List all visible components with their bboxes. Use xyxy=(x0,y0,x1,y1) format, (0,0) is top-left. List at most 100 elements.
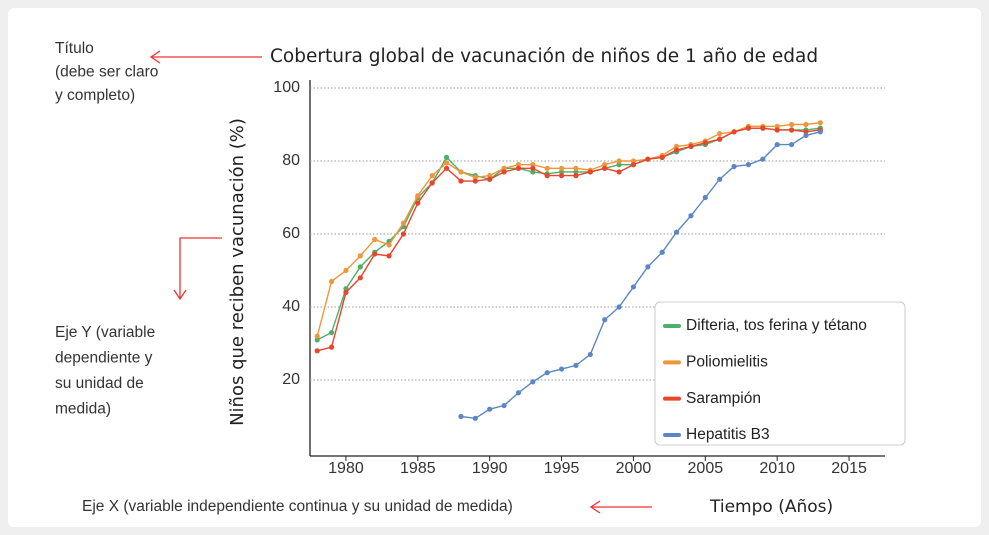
point xyxy=(803,129,809,135)
point xyxy=(530,162,536,168)
point xyxy=(415,193,421,199)
point xyxy=(616,304,622,310)
point xyxy=(659,249,665,255)
point xyxy=(544,370,550,376)
y-tick-label: 80 xyxy=(282,152,300,169)
point xyxy=(630,162,637,168)
point xyxy=(717,176,723,182)
point xyxy=(774,141,780,148)
point xyxy=(717,136,723,142)
annotation: Título xyxy=(55,40,94,57)
x-tick-label: 2015 xyxy=(831,460,867,477)
point xyxy=(602,317,608,323)
point xyxy=(415,200,421,206)
point xyxy=(803,132,809,139)
point xyxy=(501,402,507,409)
point xyxy=(760,156,766,162)
point xyxy=(372,236,378,243)
point xyxy=(630,284,637,290)
point xyxy=(487,406,493,412)
point xyxy=(573,165,579,171)
point xyxy=(573,173,579,179)
point xyxy=(544,165,550,171)
x-tick-label: 2010 xyxy=(759,460,795,477)
point xyxy=(530,169,536,175)
point xyxy=(745,125,752,131)
point xyxy=(702,194,708,201)
x-arrow xyxy=(589,500,652,514)
point xyxy=(501,169,507,175)
point xyxy=(558,366,565,372)
x-tick-label: 1990 xyxy=(472,460,508,477)
point xyxy=(616,162,622,168)
point xyxy=(788,141,795,148)
point xyxy=(558,173,565,179)
legend-label: Poliomielitis xyxy=(686,353,768,370)
point xyxy=(673,147,680,153)
annotation: Eje X (variable independiente continua y… xyxy=(82,498,513,515)
point xyxy=(515,165,522,171)
point xyxy=(774,123,780,129)
point xyxy=(573,362,579,368)
point xyxy=(400,231,407,237)
point xyxy=(745,162,752,168)
point xyxy=(314,337,320,343)
legend-label: Difteria, tos ferina y tétano xyxy=(686,317,867,334)
point xyxy=(587,351,593,358)
annotations: Título (debe ser claro y completo) Eje Y (v… xyxy=(55,40,513,515)
point xyxy=(616,169,622,175)
annotation: Eje Y (variable xyxy=(55,324,155,341)
point xyxy=(616,158,622,164)
point xyxy=(544,173,550,179)
point xyxy=(443,154,450,160)
point xyxy=(328,278,335,285)
y-arrow xyxy=(173,237,222,301)
point xyxy=(717,131,723,137)
point xyxy=(314,348,320,354)
point xyxy=(587,169,593,175)
x-tick-label: 1980 xyxy=(328,460,364,477)
point xyxy=(515,162,522,168)
point xyxy=(458,169,464,175)
point xyxy=(803,121,809,128)
point xyxy=(429,180,435,186)
x-tick-label: 2005 xyxy=(688,460,724,477)
point xyxy=(515,390,522,396)
point xyxy=(630,158,637,164)
point xyxy=(487,173,493,179)
point xyxy=(602,165,608,171)
point xyxy=(760,125,766,131)
point xyxy=(731,163,737,170)
point xyxy=(817,129,823,135)
point xyxy=(645,264,651,270)
arrows xyxy=(149,50,652,514)
legend: Difteria, tos ferina y tétano Poliomielit… xyxy=(654,301,906,446)
point xyxy=(558,169,565,175)
point xyxy=(673,229,680,235)
point xyxy=(688,213,694,219)
panel xyxy=(8,8,981,527)
y-tick-label: 100 xyxy=(273,79,300,96)
x-tick-label: 1985 xyxy=(400,460,436,477)
point xyxy=(472,415,478,421)
point xyxy=(343,267,349,274)
point xyxy=(328,329,335,336)
point xyxy=(314,333,320,339)
point xyxy=(386,253,392,259)
point xyxy=(530,165,536,171)
point xyxy=(400,220,407,226)
y-tick-label: 20 xyxy=(282,371,300,388)
point xyxy=(688,143,694,149)
point xyxy=(573,169,579,175)
annotation: (debe ser claro xyxy=(55,64,158,81)
annotation: medida) xyxy=(55,401,111,418)
point xyxy=(372,251,378,257)
point xyxy=(357,275,363,281)
title-arrow xyxy=(149,50,262,64)
point xyxy=(673,143,680,149)
annotation: y completo) xyxy=(55,87,135,104)
chart-title: Cobertura global de vacunación de niños … xyxy=(270,46,818,67)
point xyxy=(530,379,536,385)
point xyxy=(472,174,478,181)
point xyxy=(343,286,349,292)
